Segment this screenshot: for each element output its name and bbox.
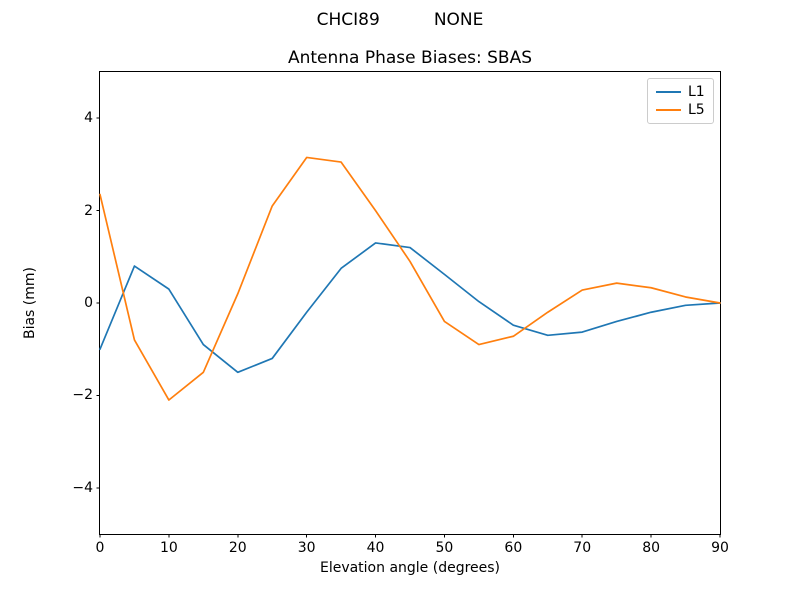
y-tick-label: 2	[84, 202, 93, 219]
y-tick-label: −4	[72, 479, 93, 496]
x-tick-label: 30	[297, 540, 316, 556]
y-tick-label: −2	[72, 387, 93, 404]
y-tick-label: 4	[84, 110, 93, 127]
chart-title: Antenna Phase Biases: SBAS	[287, 48, 533, 68]
legend-entry-L1: L1	[656, 85, 705, 99]
x-tick-label: 50	[435, 540, 454, 556]
legend-line-swatch	[656, 91, 681, 93]
legend-entry-L5: L5	[656, 103, 705, 117]
x-tick-label: 70	[573, 540, 592, 556]
legend: L1 L5	[647, 78, 714, 124]
x-tick-label: 20	[228, 540, 247, 556]
x-tick-label: 0	[95, 540, 105, 556]
axes-spines	[99, 71, 721, 535]
y-tick-label: 0	[84, 295, 93, 311]
x-tick-label: 90	[711, 540, 729, 556]
legend-label: L1	[688, 84, 705, 100]
x-axis-label: Elevation angle (degrees)	[319, 560, 501, 576]
legend-line-swatch	[656, 109, 681, 111]
x-tick-label: 10	[159, 540, 178, 556]
x-tick-label: 40	[366, 540, 385, 556]
legend-label: L5	[688, 102, 705, 118]
series-line-L5	[99, 156, 721, 401]
figure-suptitle: CHCI89 NONE	[316, 10, 484, 30]
y-axis-label: Bias (mm)	[22, 266, 38, 340]
x-tick-label: 60	[504, 540, 523, 556]
x-tick-label: 80	[642, 540, 661, 556]
series-line-L1	[99, 242, 721, 374]
